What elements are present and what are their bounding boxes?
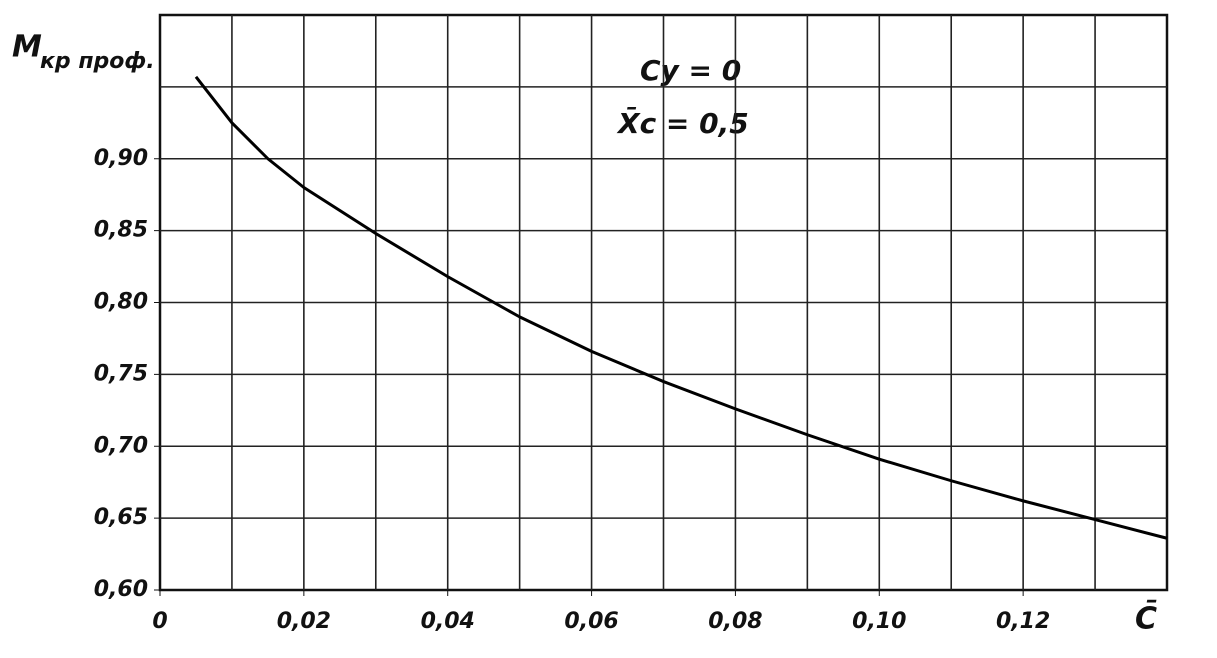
y-tick-label: 0,60 <box>94 577 148 602</box>
y-tick-label: 0,65 <box>94 505 148 530</box>
annotation: Cy = 0 <box>640 54 741 87</box>
x-tick-label: 0,04 <box>421 609 475 634</box>
y-tick-label: 0,85 <box>94 218 148 243</box>
x-tick-label: 0,02 <box>277 609 331 634</box>
curve <box>194 75 1168 540</box>
x-tick-label: 0 <box>152 609 167 634</box>
annotation: X̄c = 0,5 <box>616 106 749 140</box>
y-tick-label: 0,75 <box>94 361 148 386</box>
x-tick-label: 0,08 <box>708 609 762 634</box>
y-tick-label: 0,70 <box>94 433 148 458</box>
x-tick-label: 0,10 <box>852 609 906 634</box>
y-tick-label: 0,80 <box>94 290 148 315</box>
y-axis-label-sub: кр проф. <box>40 49 155 74</box>
y-axis-label: M <box>12 30 42 65</box>
y-tick-label: 0,90 <box>94 146 148 171</box>
x-tick-label: 0,12 <box>996 609 1050 634</box>
x-tick-label: 0,06 <box>564 609 618 634</box>
x-axis-label: C̄ <box>1135 600 1157 636</box>
